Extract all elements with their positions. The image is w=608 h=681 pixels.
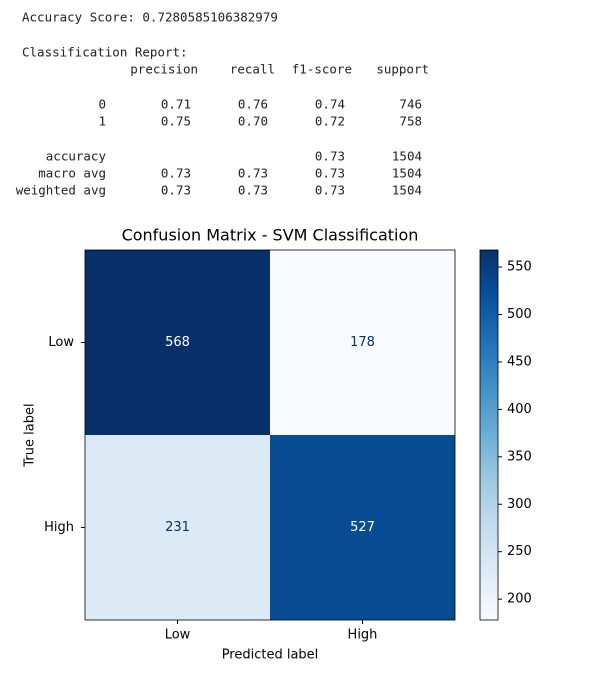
x-tick-label: High (348, 628, 378, 643)
x-axis-label: Predicted label (222, 648, 319, 663)
report-heading: Classification Report: (22, 45, 188, 60)
heatmap-cell (85, 435, 270, 620)
report-cell: 0.73 (315, 183, 345, 198)
report-row-label: 0 (98, 97, 106, 112)
report-cell: 1504 (392, 183, 422, 198)
report-column-header: support (376, 62, 429, 77)
colorbar-tick-label: 450 (507, 354, 532, 369)
report-cell: 0.70 (238, 114, 268, 129)
y-tick-label: High (44, 520, 74, 535)
report-cell: 0.73 (161, 183, 191, 198)
report-cell: 0.73 (238, 183, 268, 198)
report-row-label: weighted avg (16, 183, 106, 198)
report-row-label: macro avg (38, 166, 106, 181)
colorbar-tick-label: 250 (507, 544, 532, 559)
report-cell: 1504 (392, 149, 422, 164)
cell-value: 178 (350, 335, 375, 350)
cell-value: 527 (350, 520, 375, 535)
x-tick-label: Low (165, 628, 191, 643)
report-cell: 0.73 (315, 166, 345, 181)
y-axis-label: True label (23, 403, 38, 467)
report-column-header: f1-score (292, 62, 352, 77)
report-column-header: precision (130, 62, 198, 77)
report-column-header: recall (230, 62, 275, 77)
report-cell: 0.73 (161, 166, 191, 181)
report-cell: 0.71 (161, 97, 191, 112)
cell-value: 231 (165, 520, 190, 535)
y-tick-label: Low (48, 335, 74, 350)
report-cell: 0.76 (238, 97, 268, 112)
colorbar-tick-label: 300 (507, 497, 532, 512)
chart-title: Confusion Matrix - SVM Classification (122, 226, 419, 245)
report-cell: 0.73 (315, 149, 345, 164)
colorbar-tick-label: 350 (507, 449, 532, 464)
colorbar-tick-label: 400 (507, 402, 532, 417)
report-row-label: 1 (98, 114, 106, 129)
report-cell: 746 (399, 97, 422, 112)
report-cell: 0.72 (315, 114, 345, 129)
axes-frame (84, 249, 456, 621)
accuracy-line: Accuracy Score: 0.7280585106382979 (22, 10, 278, 25)
heatmap-cell (270, 435, 455, 620)
report-cell: 0.74 (315, 97, 345, 112)
colorbar-tick-label: 500 (507, 307, 532, 322)
colorbar (479, 249, 499, 621)
report-cell: 758 (399, 114, 422, 129)
cell-value: 568 (165, 335, 190, 350)
report-row-label: accuracy (46, 149, 107, 164)
heatmap-cell (85, 250, 270, 435)
heatmap-cell (270, 250, 455, 435)
report-cell: 0.73 (238, 166, 268, 181)
colorbar-tick-label: 550 (507, 260, 532, 275)
report-cell: 1504 (392, 166, 422, 181)
report-cell: 0.75 (161, 114, 191, 129)
colorbar-tick-label: 200 (507, 592, 532, 607)
